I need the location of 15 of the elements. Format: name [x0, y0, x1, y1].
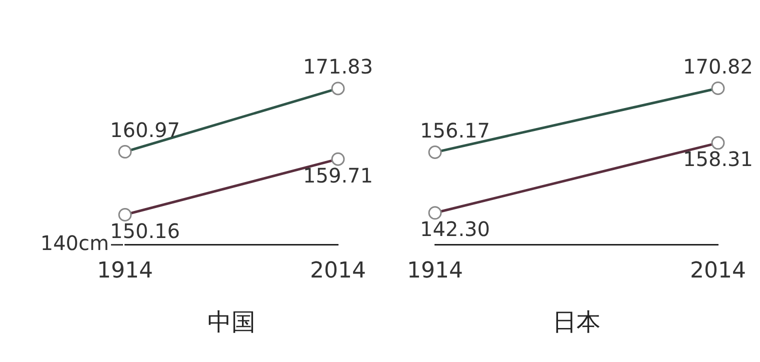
x-axis-title: 日本	[552, 308, 601, 336]
data-label: 170.82	[683, 54, 753, 78]
data-label: 160.97	[110, 118, 180, 142]
data-label: 158.31	[683, 147, 753, 172]
x-tick-label: 2014	[690, 258, 746, 284]
x-axis-title: 中国	[208, 308, 256, 336]
x-tick-label: 1914	[407, 258, 463, 284]
data-label: 171.83	[303, 54, 373, 79]
data-label: 156.17	[420, 118, 490, 142]
data-label: 159.71	[303, 163, 373, 188]
data-label: 142.30	[420, 217, 490, 242]
data-label: 150.16	[110, 218, 180, 243]
x-tick-label: 1914	[97, 258, 153, 284]
text: 140cm	[40, 231, 109, 256]
x-tick-label: 2014	[310, 258, 366, 284]
